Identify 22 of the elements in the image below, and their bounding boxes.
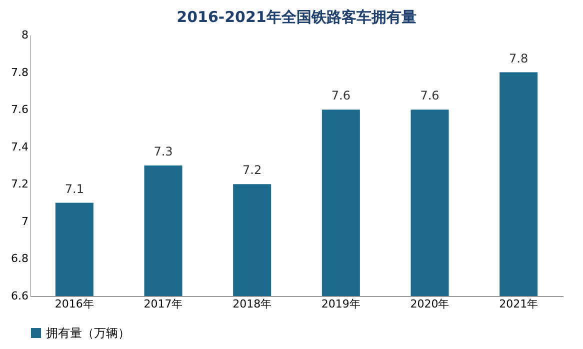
data-label: 7.8 (509, 51, 528, 66)
y-tick-label: 6.8 (11, 252, 28, 266)
y-tick-label: 7.2 (11, 178, 28, 191)
x-tick-label: 2021年 (499, 298, 538, 310)
x-tick-label: 2019年 (321, 298, 360, 310)
data-label: 7.6 (331, 88, 350, 103)
data-label: 7.3 (154, 144, 173, 158)
y-tick-label: 7.8 (11, 66, 28, 79)
legend-label: 拥有量（万辆） (46, 326, 130, 340)
y-tick-label: 6.6 (11, 290, 28, 302)
x-tick-label: 2020年 (410, 298, 450, 310)
data-label: 7.1 (64, 182, 84, 196)
data-label: 7.6 (420, 88, 440, 103)
x-tick-label: 2016年 (54, 298, 94, 310)
y-tick-label: 7.4 (11, 140, 28, 154)
y-tick-label: 7.6 (11, 103, 28, 116)
y-tick-label: 7 (22, 214, 28, 228)
chart-title: 2016-2021年全国铁路客车拥有量 (176, 8, 416, 26)
y-tick-label: 8 (22, 28, 28, 42)
data-label: 7.2 (242, 163, 262, 178)
x-tick-label: 2018年 (232, 298, 272, 310)
x-tick-label: 2017年 (144, 298, 183, 310)
